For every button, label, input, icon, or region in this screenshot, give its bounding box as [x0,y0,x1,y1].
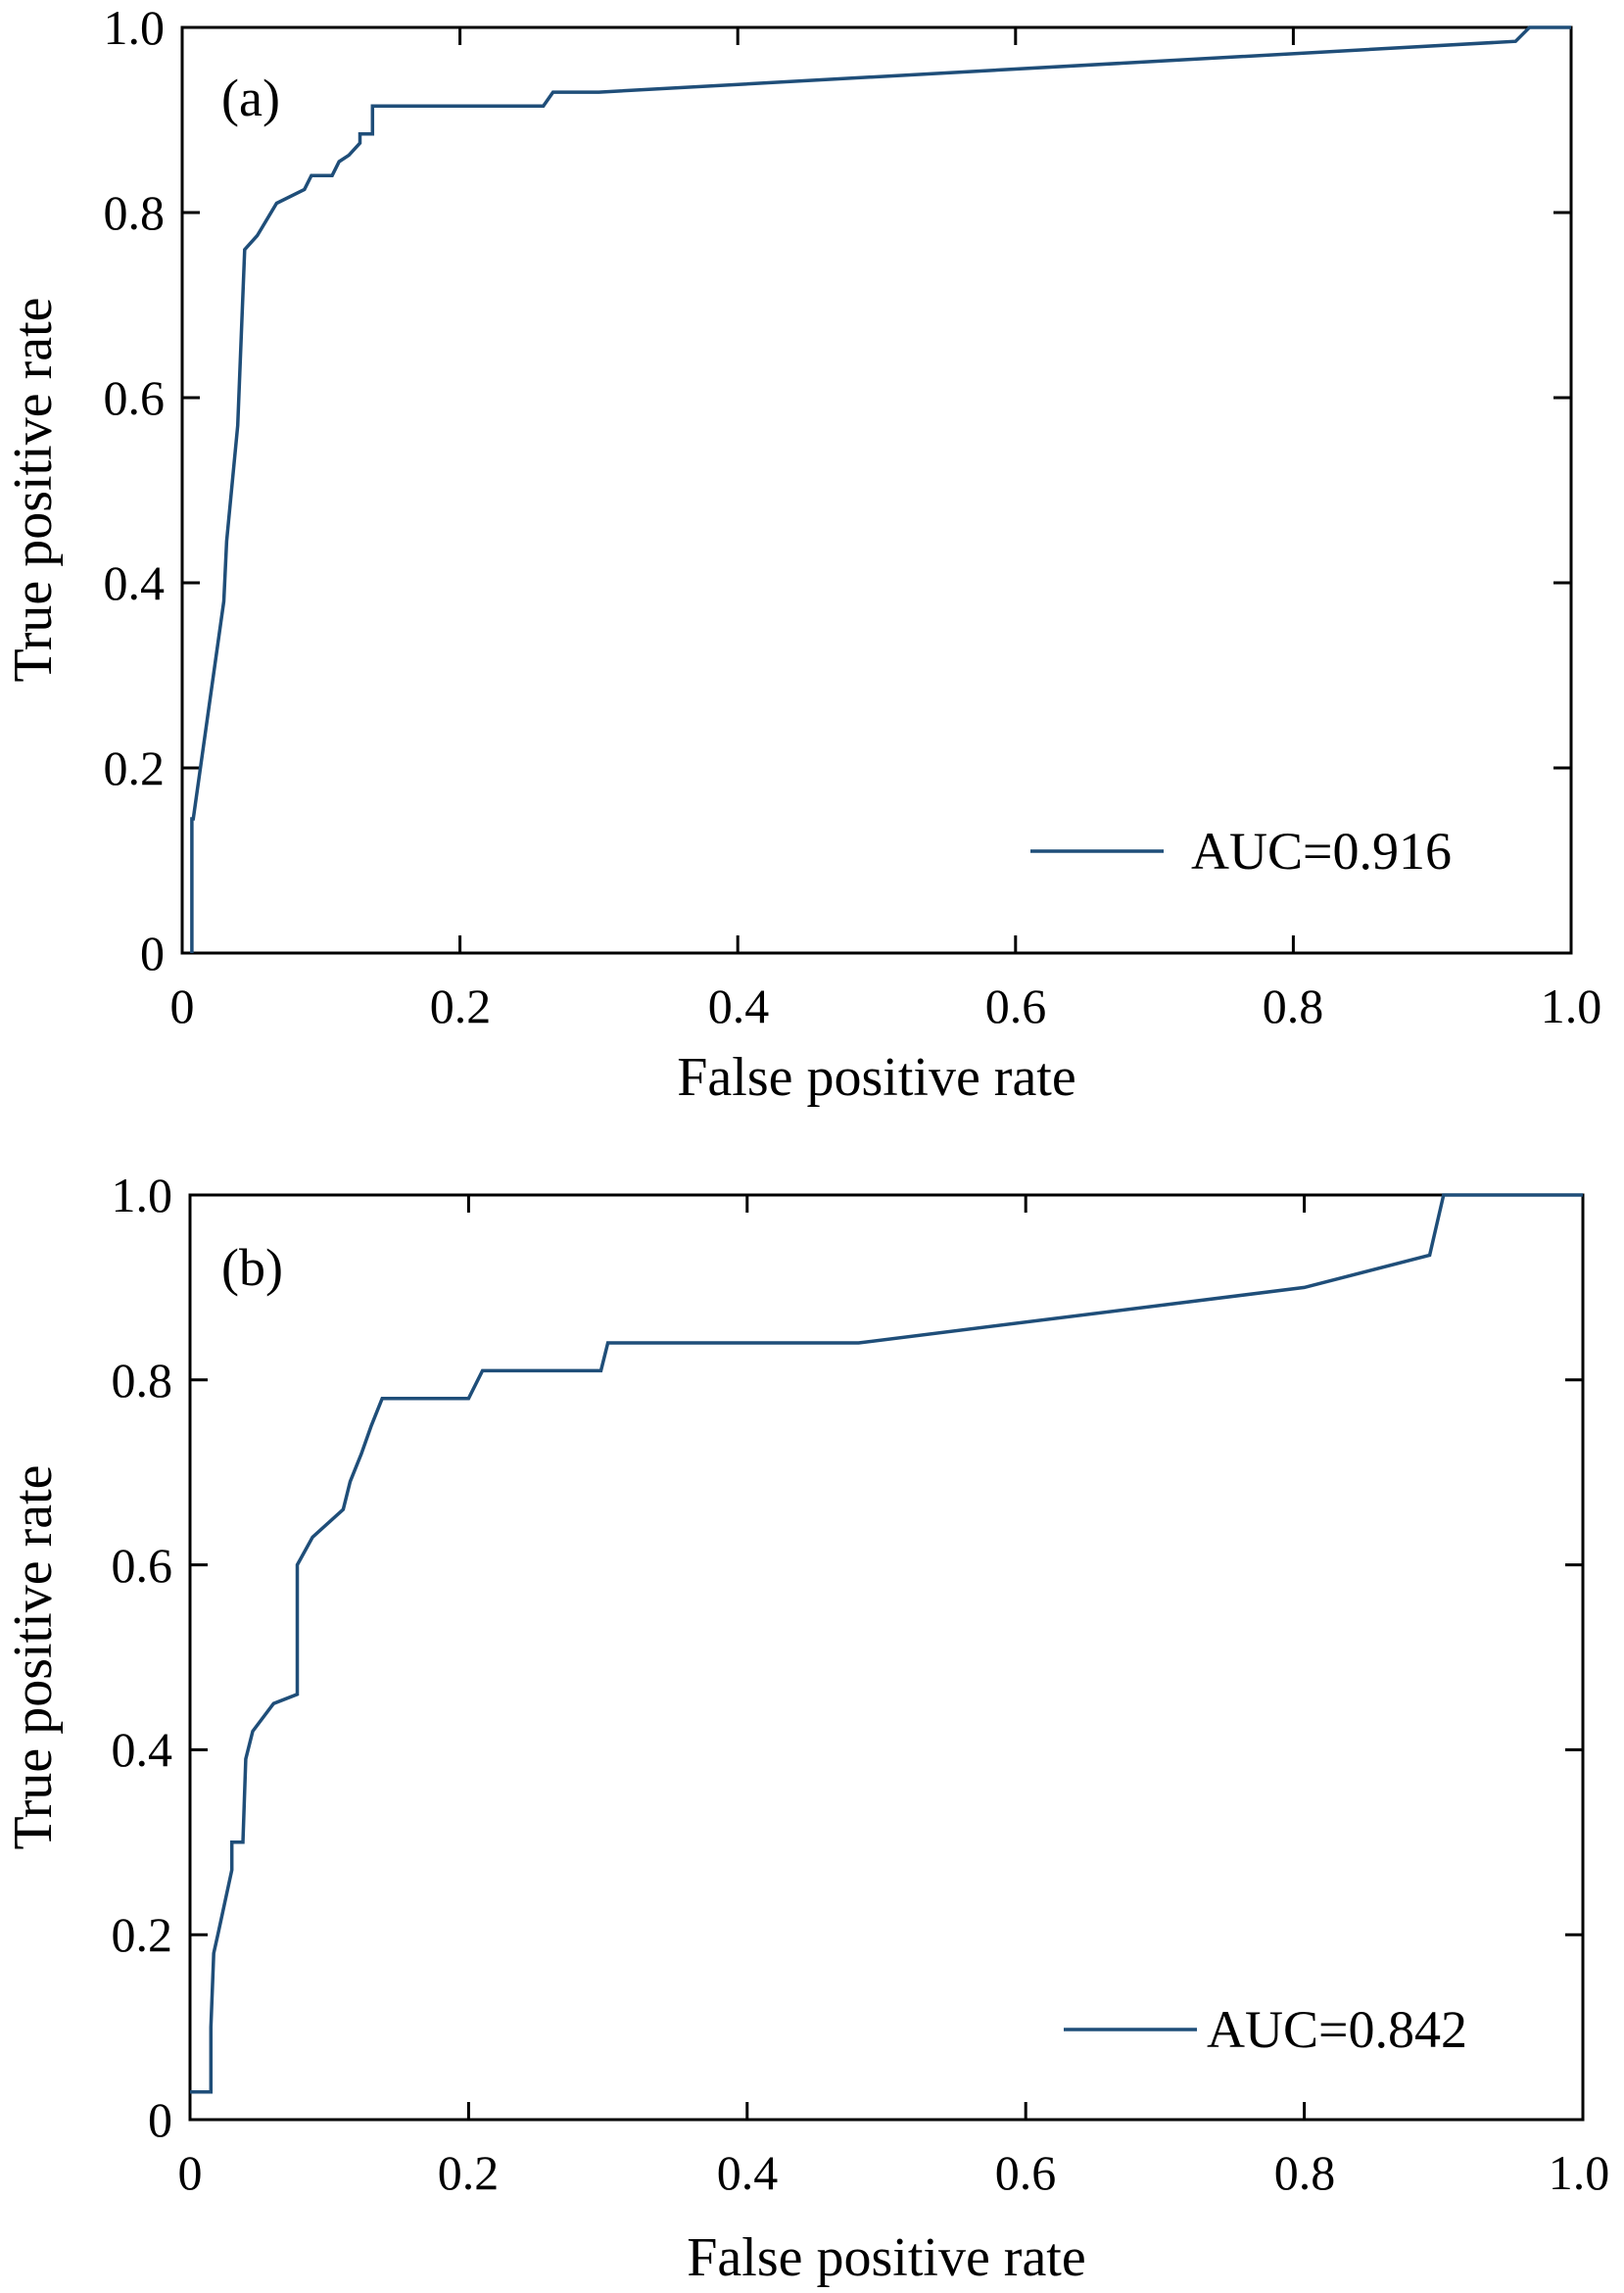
panel-a-y-tick-label: 1.0 [104,0,166,55]
panel-b-y-tick-label: 0.4 [112,1722,173,1777]
panel-a-x-tick-label: 1.0 [1541,979,1602,1033]
panel-b-y-tick-label: 0.2 [112,1907,173,1962]
panel-a: 0 0.2 0.4 0.6 0.8 1.0 0 0.2 0.4 0.6 0.8 … [3,0,1601,1108]
panel-b-legend-label: AUC=0.842 [1207,2000,1467,2059]
panel-a-y-tick-label: 0 [140,926,165,980]
panel-a-y-tick-label: 0.8 [104,185,166,240]
panel-a-x-tick-label: 0.2 [430,979,492,1033]
panel-a-x-axis-label: False positive rate [677,1047,1075,1108]
panel-b-y-tick-label: 0 [148,2092,172,2147]
panel-b-x-tick-label: 0.6 [995,2145,1057,2200]
panel-a-y-tick-labels: 0 0.2 0.4 0.6 0.8 1.0 [104,0,166,980]
panel-b-plot-frame [188,1193,1585,2122]
panel-a-x-tick-label: 0.4 [708,979,770,1033]
panel-b-x-tick-label: 0.2 [438,2145,500,2200]
panel-b-y-tick-label: 0.6 [112,1538,173,1593]
panel-a-y-tick-label: 0.4 [104,555,166,610]
panel-a-plot-frame [180,25,1573,955]
panel-b-x-tick-label: 0.8 [1274,2145,1336,2200]
panel-b-label: (b) [221,1238,283,1297]
panel-b-y-tick-labels: 0 0.2 0.4 0.6 0.8 1.0 [112,1168,173,2147]
panel-b: 0 0.2 0.4 0.6 0.8 1.0 0 0.2 0.4 0.6 0.8 … [3,1168,1609,2288]
panel-b-x-tick-label: 1.0 [1549,2145,1610,2200]
panel-a-y-tick-label: 0.6 [104,370,166,425]
panel-a-x-tick-label: 0 [170,979,195,1033]
panel-b-ticks [188,1193,1585,2122]
panel-a-x-tick-labels: 0 0.2 0.4 0.6 0.8 1.0 [170,979,1602,1033]
panel-b-y-tick-label: 1.0 [112,1168,173,1222]
panel-a-label: (a) [221,69,280,127]
panel-b-x-axis-label: False positive rate [687,2227,1085,2288]
panel-a-roc-curve [190,25,1571,953]
panel-a-x-tick-label: 0.6 [985,979,1047,1033]
panel-b-x-tick-label: 0 [178,2145,203,2200]
panel-b-y-axis-label: True positive rate [3,1465,64,1850]
panel-a-ticks [180,25,1573,955]
panel-b-roc-curve [190,1193,1583,2094]
panel-a-y-axis-label: True positive rate [3,298,64,683]
panel-b-y-tick-label: 0.8 [112,1353,173,1408]
panel-a-x-tick-label: 0.8 [1263,979,1324,1033]
panel-b-x-tick-label: 0.4 [717,2145,779,2200]
panel-b-x-tick-labels: 0 0.2 0.4 0.6 0.8 1.0 [178,2145,1610,2200]
panel-a-y-tick-label: 0.2 [104,740,166,795]
panel-a-legend-label: AUC=0.916 [1191,822,1452,881]
